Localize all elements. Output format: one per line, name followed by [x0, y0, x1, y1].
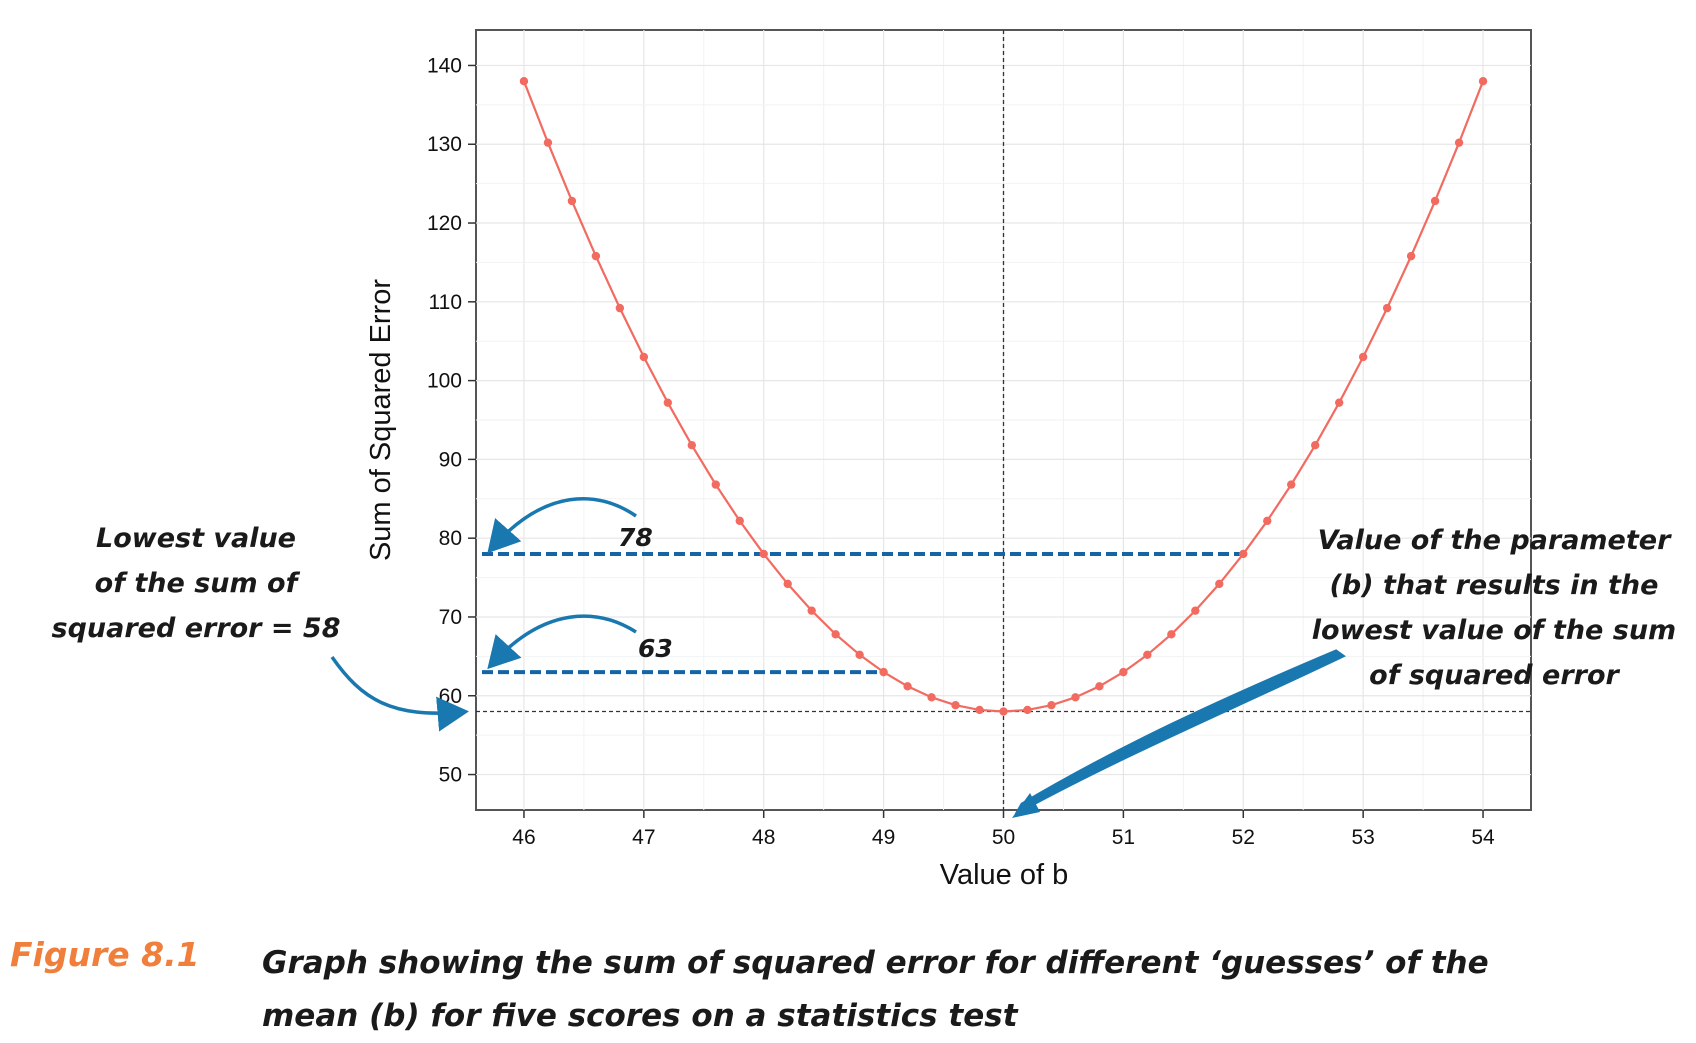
data-point: [519, 77, 529, 86]
data-point: [1023, 705, 1032, 715]
data-point: [1311, 441, 1320, 450]
data-point: [639, 352, 649, 362]
lowest-value-line-2: of the sum of: [95, 568, 301, 599]
data-point: [615, 303, 625, 313]
data-point: [1478, 77, 1488, 86]
figure-label: Figure 8.1: [10, 935, 200, 974]
y-tick-label: 130: [427, 133, 462, 156]
data-point: [1167, 630, 1176, 639]
data-point: [1047, 701, 1056, 710]
lowest-value-annotation: Lowest value of the sum of squared error…: [52, 523, 469, 732]
x-tick-label: 47: [632, 826, 655, 849]
callout-label-63: 63: [638, 634, 673, 663]
x-tick-label: 50: [992, 826, 1015, 849]
data-point: [1095, 682, 1104, 691]
data-point: [783, 579, 792, 589]
callout-label-78: 78: [618, 523, 653, 552]
highlight-lines: [482, 551, 1244, 675]
data-point: [1334, 398, 1344, 407]
parameter-value-line-3: lowest value of the sum: [1312, 615, 1676, 646]
parameter-value-line-2: (b) that results in the: [1330, 570, 1659, 601]
parameter-value-line-1: Value of the parameter: [1318, 525, 1672, 556]
lowest-value-arrow: [330, 655, 469, 732]
callout-arrow-78: [487, 497, 637, 554]
parameter-value-arrowhead: [1012, 793, 1040, 818]
data-point: [687, 441, 696, 450]
data-point: [567, 196, 577, 206]
data-point: [1215, 579, 1224, 589]
data-point: [1143, 650, 1152, 659]
data-point: [711, 480, 720, 489]
x-tick-label: 48: [752, 826, 775, 849]
sse-chart: 46 47 48 49 50 51 52 53 54 50 60 70 80 90 100 110 120 130…: [52, 29, 1676, 891]
y-tick-label: 120: [427, 212, 462, 235]
data-point: [999, 707, 1008, 716]
data-point: [759, 549, 768, 559]
series-layer: [519, 77, 1488, 716]
y-axis-title: Sum of Squared Error: [365, 279, 397, 561]
y-tick-label: 100: [427, 370, 462, 393]
data-point: [879, 667, 888, 677]
y-tick-label: 90: [439, 448, 462, 471]
data-point: [1358, 352, 1368, 362]
data-point: [1071, 693, 1080, 702]
data-point: [591, 251, 601, 261]
data-point: [1191, 606, 1200, 615]
data-point: [1382, 303, 1392, 313]
data-point: [927, 693, 936, 702]
data-point: [855, 650, 864, 659]
x-tick-label: 51: [1112, 826, 1135, 849]
data-point: [975, 705, 984, 715]
x-tick-label: 54: [1471, 826, 1495, 849]
data-point: [543, 138, 553, 147]
y-tick-label: 60: [439, 685, 462, 708]
data-point: [831, 630, 840, 639]
x-axis-title: Value of b: [940, 859, 1068, 891]
y-tick-label: 110: [429, 291, 462, 314]
lowest-value-line-3: squared error = 58: [52, 613, 341, 644]
figure-caption-text: Graph showing the sum of squared error f…: [262, 945, 1489, 1034]
data-point: [1263, 516, 1272, 526]
y-tick-label: 80: [439, 527, 462, 550]
data-point: [1119, 667, 1128, 677]
lowest-value-line-1: Lowest value: [96, 523, 296, 554]
callout-arrow-63: [487, 614, 637, 670]
data-point: [807, 606, 816, 615]
data-point: [1239, 549, 1248, 559]
x-tick-label: 52: [1232, 826, 1255, 849]
y-tick-label: 70: [439, 606, 462, 629]
x-tick-label: 46: [512, 826, 535, 849]
y-tick-label: 50: [439, 764, 462, 787]
y-tick-label: 140: [427, 54, 462, 77]
parameter-value-annotation: Value of the parameter (b) that results …: [1012, 525, 1676, 818]
data-point: [1406, 251, 1416, 261]
data-point: [1430, 196, 1440, 206]
x-tick-label: 49: [872, 826, 895, 849]
data-point: [1287, 480, 1296, 489]
data-point: [663, 398, 673, 407]
data-point: [1454, 138, 1464, 147]
data-point: [735, 516, 744, 526]
data-point: [903, 682, 912, 691]
data-point: [951, 701, 960, 710]
x-tick-label: 53: [1351, 826, 1374, 849]
parameter-value-line-4: of squared error: [1369, 660, 1620, 691]
